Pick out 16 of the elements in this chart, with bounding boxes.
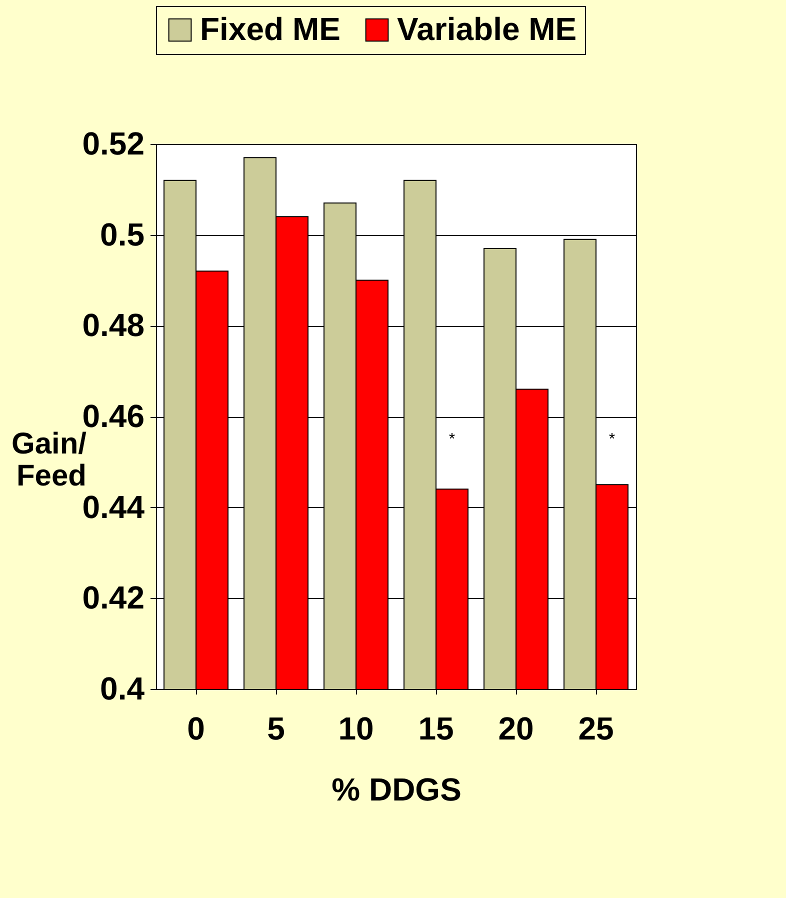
x-axis-title: % DDGS bbox=[332, 772, 462, 808]
y-tick-label: 0.42 bbox=[82, 580, 144, 616]
y-tick-label: 0.4 bbox=[100, 670, 145, 706]
x-tick-label: 0 bbox=[187, 710, 205, 746]
x-tick-label: 5 bbox=[267, 710, 285, 746]
legend-label: Fixed ME bbox=[200, 11, 340, 47]
x-tick-label: 15 bbox=[418, 710, 454, 746]
legend-label: Variable ME bbox=[397, 11, 577, 47]
x-tick-label: 20 bbox=[498, 710, 534, 746]
y-tick-label: 0.48 bbox=[82, 307, 144, 344]
y-tick-label: 0.52 bbox=[82, 126, 144, 162]
y-tick-label: 0.5 bbox=[100, 216, 144, 252]
annotation: * bbox=[608, 431, 616, 448]
annotation: * bbox=[448, 431, 456, 448]
x-tick-label: 25 bbox=[578, 710, 614, 746]
x-tick-label: 10 bbox=[338, 710, 374, 746]
